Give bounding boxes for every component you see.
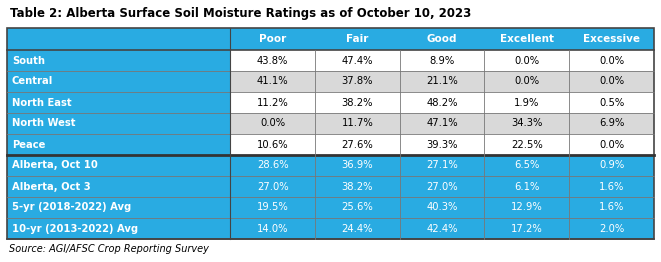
Text: 8.9%: 8.9% [430,56,455,66]
Bar [7,197,654,218]
Bar [230,50,654,71]
Text: 38.2%: 38.2% [342,182,373,192]
Bar [7,176,654,197]
Text: 6.9%: 6.9% [599,118,624,128]
Text: 1.9%: 1.9% [514,97,539,107]
Text: 34.3%: 34.3% [511,118,543,128]
Text: 12.9%: 12.9% [511,203,543,212]
Text: 6.1%: 6.1% [514,182,539,192]
Text: Peace: Peace [12,139,46,150]
Bar [7,0,654,28]
Bar [230,92,654,113]
Bar [230,134,654,155]
Text: 0.0%: 0.0% [514,77,539,86]
Text: 0.9%: 0.9% [599,161,624,171]
Text: 36.9%: 36.9% [342,161,373,171]
Bar [7,50,230,71]
Text: 0.0%: 0.0% [514,56,539,66]
Text: 6.5%: 6.5% [514,161,539,171]
Text: Poor: Poor [259,34,286,44]
Text: 38.2%: 38.2% [342,97,373,107]
Text: 48.2%: 48.2% [426,97,458,107]
Text: 10-yr (2013-2022) Avg: 10-yr (2013-2022) Avg [12,223,138,233]
Bar [7,218,654,239]
Text: 27.6%: 27.6% [342,139,373,150]
Text: 0.5%: 0.5% [599,97,624,107]
Bar [7,113,230,134]
Text: South: South [12,56,45,66]
Text: 19.5%: 19.5% [256,203,288,212]
Text: 14.0%: 14.0% [257,223,288,233]
Bar [7,28,654,50]
Bar [7,28,654,239]
Text: 37.8%: 37.8% [342,77,373,86]
Text: Alberta, Oct 10: Alberta, Oct 10 [12,161,98,171]
Text: 43.8%: 43.8% [257,56,288,66]
Bar [7,92,230,113]
Text: 22.5%: 22.5% [511,139,543,150]
Text: 0.0%: 0.0% [599,77,624,86]
Text: Fair: Fair [346,34,369,44]
Text: Excellent: Excellent [500,34,554,44]
Text: 47.1%: 47.1% [426,118,458,128]
Text: Central: Central [12,77,54,86]
Text: 2.0%: 2.0% [599,223,624,233]
Text: 1.6%: 1.6% [599,203,624,212]
Text: 41.1%: 41.1% [256,77,288,86]
Text: 27.0%: 27.0% [256,182,288,192]
Text: 21.1%: 21.1% [426,77,458,86]
Text: 11.2%: 11.2% [256,97,288,107]
Bar [230,71,654,92]
Text: 0.0%: 0.0% [599,139,624,150]
Text: 27.1%: 27.1% [426,161,458,171]
Text: 0.0%: 0.0% [599,56,624,66]
Text: North East: North East [12,97,71,107]
Text: 11.7%: 11.7% [342,118,373,128]
Text: 1.6%: 1.6% [599,182,624,192]
Text: 40.3%: 40.3% [426,203,458,212]
Text: 39.3%: 39.3% [426,139,458,150]
Text: 25.6%: 25.6% [342,203,373,212]
Text: North West: North West [12,118,75,128]
Text: 10.6%: 10.6% [256,139,288,150]
Text: Source: AGI/AFSC Crop Reporting Survey: Source: AGI/AFSC Crop Reporting Survey [9,244,209,254]
Text: 47.4%: 47.4% [342,56,373,66]
Bar [7,155,654,176]
Bar [230,113,654,134]
Text: 42.4%: 42.4% [426,223,458,233]
Text: Good: Good [427,34,457,44]
Text: 0.0%: 0.0% [260,118,285,128]
Bar [7,71,230,92]
Text: 24.4%: 24.4% [342,223,373,233]
Text: 5-yr (2018-2022) Avg: 5-yr (2018-2022) Avg [12,203,132,212]
Text: 28.6%: 28.6% [256,161,288,171]
Text: Table 2: Alberta Surface Soil Moisture Ratings as of October 10, 2023: Table 2: Alberta Surface Soil Moisture R… [10,8,471,20]
Bar [7,134,230,155]
Text: Excessive: Excessive [583,34,640,44]
Text: Alberta, Oct 3: Alberta, Oct 3 [12,182,91,192]
Text: 27.0%: 27.0% [426,182,458,192]
Text: 17.2%: 17.2% [511,223,543,233]
